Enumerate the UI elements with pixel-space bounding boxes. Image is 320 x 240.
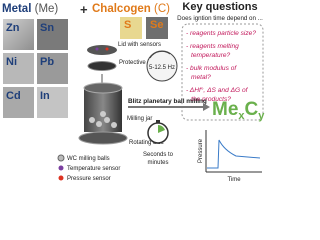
metal-label: Pb bbox=[40, 56, 54, 68]
graphical-abstract: Metal (Me) + Chalcogen (C) Zn Sn Ni Pb C… bbox=[2, 1, 265, 183]
product-part: Me bbox=[212, 99, 238, 120]
label: Milling jar bbox=[127, 116, 152, 122]
legend-temperature bbox=[58, 165, 64, 171]
tile bbox=[3, 87, 34, 118]
legend-label: WC milling balls bbox=[67, 156, 110, 162]
tile bbox=[3, 19, 34, 50]
chalcogen-abbr: (C) bbox=[154, 3, 170, 15]
question: - reagents melting bbox=[186, 43, 239, 50]
question: metal? bbox=[191, 74, 211, 81]
label: minutes bbox=[147, 160, 168, 166]
process-label: Blitz planetary ball milling bbox=[128, 98, 207, 105]
label: Rotating disc bbox=[129, 140, 164, 146]
header: Metal (Me) bbox=[2, 3, 58, 15]
chalcogen-tile bbox=[120, 17, 142, 39]
legend-label: Temperature sensor bbox=[67, 166, 120, 172]
questions-subtitle: Does igntion time depend on ... bbox=[177, 15, 263, 22]
plus: + bbox=[80, 2, 88, 17]
chalcogen-tile bbox=[146, 17, 168, 39]
question: - reagents particle size? bbox=[186, 30, 256, 37]
questions-box bbox=[181, 23, 264, 121]
rotating-disc bbox=[78, 131, 128, 145]
arrowhead bbox=[203, 103, 210, 111]
metal-title: Metal bbox=[2, 3, 31, 15]
sensor bbox=[95, 47, 99, 51]
question: the products? bbox=[191, 96, 231, 103]
jar-top bbox=[83, 82, 123, 94]
pressure-curve bbox=[207, 139, 261, 169]
stopwatch-sector bbox=[158, 125, 165, 133]
legend-label: Pressure sensor bbox=[67, 176, 111, 182]
tile bbox=[37, 87, 68, 118]
metal-tiles: Zn Sn Ni Pb Cd In bbox=[3, 19, 68, 118]
product-part: C bbox=[245, 99, 259, 120]
legend-ball bbox=[57, 154, 65, 162]
tile bbox=[37, 19, 68, 50]
product-sub: y bbox=[258, 110, 265, 122]
metal-label: Ni bbox=[6, 56, 17, 68]
metal-label: Sn bbox=[40, 22, 54, 34]
question: - ΔHf°, ΔS and ΔG of bbox=[186, 86, 249, 94]
chalcogen-title: Chalcogen bbox=[92, 3, 151, 15]
sensor bbox=[105, 47, 109, 51]
metal-label: Cd bbox=[6, 90, 21, 102]
header-chalcogen: Chalcogen (C) bbox=[92, 3, 170, 15]
frequency: 5-12.5 Hz bbox=[149, 65, 175, 71]
graph-x-label: Time bbox=[227, 177, 241, 183]
chalcogen-label: S bbox=[124, 19, 131, 31]
chalcogen-label: Se bbox=[150, 19, 163, 31]
question: - bulk modulus of bbox=[186, 65, 237, 72]
product-sub: x bbox=[238, 110, 245, 122]
stopwatch-button bbox=[156, 120, 160, 123]
lid-sensors bbox=[87, 45, 117, 55]
metal-label: Zn bbox=[6, 22, 20, 34]
label: Lid with sensors bbox=[118, 42, 161, 48]
rotation-arrow bbox=[149, 50, 171, 59]
protective-lid bbox=[87, 61, 117, 71]
legend-pressure bbox=[58, 175, 64, 181]
graph-y-label: Pressure bbox=[198, 138, 204, 163]
metal-abbr: (Me) bbox=[35, 3, 59, 15]
balls bbox=[89, 111, 117, 128]
label: Seconds to bbox=[143, 152, 174, 158]
tile bbox=[37, 53, 68, 84]
label: Protective lid bbox=[119, 60, 153, 66]
product-formula: MexCy bbox=[212, 99, 265, 122]
tile bbox=[3, 53, 34, 84]
questions-title: Key questions bbox=[182, 1, 257, 13]
question: temperature? bbox=[191, 52, 231, 59]
metal-label: In bbox=[40, 90, 50, 102]
